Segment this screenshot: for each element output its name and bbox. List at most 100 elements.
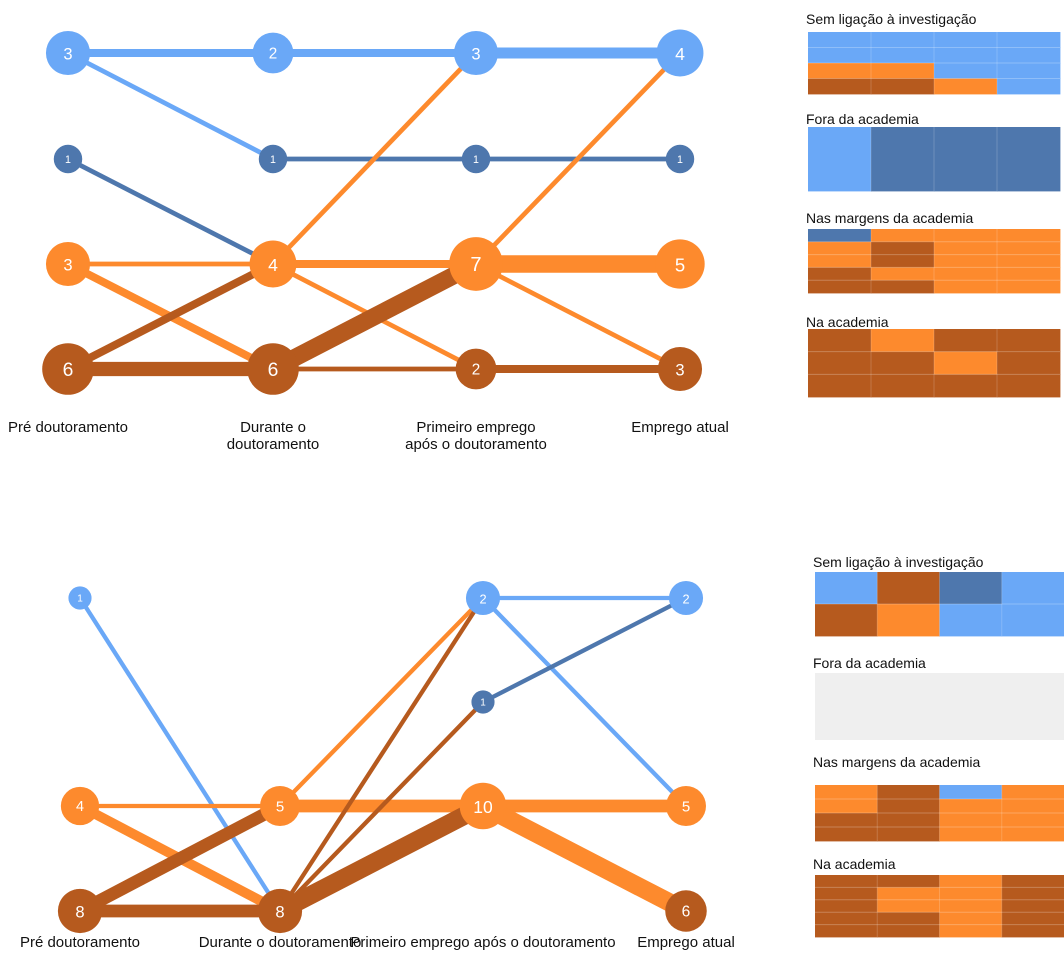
node-circle xyxy=(45,241,91,287)
heatmap-title: Fora da academia xyxy=(806,111,919,127)
stage-node-a0: 3 xyxy=(45,30,91,76)
node-circle xyxy=(655,239,705,289)
heatmap-cell xyxy=(939,924,1003,938)
stage-node-d2: 2 xyxy=(455,348,497,390)
heatmap-cell xyxy=(939,799,1003,814)
node-circle xyxy=(453,30,499,76)
heatmap-cell xyxy=(877,799,940,814)
heatmap-title: Nas margens da academia xyxy=(806,210,974,226)
flow-link-b2-a3 xyxy=(482,596,687,704)
heatmap-title: Sem ligação à investigação xyxy=(813,554,984,570)
heatmap-cell xyxy=(871,374,935,398)
heatmap-cell xyxy=(934,280,998,294)
heatmap-cell xyxy=(877,912,940,925)
stage-label-1: Durante o doutoramento xyxy=(199,934,362,951)
heatmap-cell xyxy=(997,63,1061,79)
stage-labels: Pré doutoramento Durante o doutoramento Pri… xyxy=(8,419,729,453)
heatmap-cell xyxy=(815,799,878,814)
heatmap-cell xyxy=(934,374,998,398)
stage-node-b1: 1 xyxy=(258,144,288,174)
heatmap-cell xyxy=(808,32,872,48)
node-value: 3 xyxy=(63,45,72,64)
heatmap-cell xyxy=(877,604,940,637)
trajectory-panel-phd-group-2: 1 4 8 5 8 2 1 10 2 5 6 Pré doutoramento Durante o d… xyxy=(20,554,1064,951)
node-circle xyxy=(657,346,703,392)
heatmap-cell xyxy=(939,604,1003,637)
heatmap-cell xyxy=(877,572,940,605)
node-circle xyxy=(68,586,92,610)
stage-node-b0: 1 xyxy=(53,144,83,174)
stage-node-d1: 8 xyxy=(257,888,303,934)
stage-node-d3: 3 xyxy=(657,346,703,392)
flow-link-d1-c2 xyxy=(275,797,488,920)
stage-node-a3: 4 xyxy=(656,29,704,77)
node-circle xyxy=(258,144,288,174)
heatmap-cell xyxy=(934,229,998,243)
heatmap-cell xyxy=(871,280,935,294)
node-value: 3 xyxy=(471,45,480,64)
stage-node-b2: 1 xyxy=(471,690,495,714)
node-circle xyxy=(252,32,294,74)
node-circle xyxy=(60,786,100,826)
node-circle xyxy=(656,29,704,77)
stage-label-0: Pré doutoramento xyxy=(8,419,128,436)
stage-node-d0: 6 xyxy=(42,343,94,395)
node-value: 3 xyxy=(675,361,684,380)
heatmap-cell xyxy=(997,229,1061,243)
heatmap-title: Fora da academia xyxy=(813,655,926,671)
node-circle xyxy=(247,343,299,395)
node-value: 6 xyxy=(268,359,279,381)
node-circle xyxy=(455,348,497,390)
heatmap-empty xyxy=(815,673,1064,740)
flow-link-a2-c3 xyxy=(481,596,688,808)
heatmap-cell xyxy=(815,924,878,938)
heatmap-cell xyxy=(808,127,872,192)
node-value: 4 xyxy=(675,44,685,64)
heatmap-cell xyxy=(815,899,878,913)
heatmap-cell xyxy=(808,267,872,281)
heatmap-cell xyxy=(877,875,940,888)
stage-node-c1: 5 xyxy=(260,786,300,826)
node-value: 3 xyxy=(63,256,72,275)
node-value: 4 xyxy=(268,255,278,275)
node-circle xyxy=(665,144,695,174)
flow-link-a0-b1 xyxy=(66,50,275,162)
heatmap-cell xyxy=(1001,912,1064,925)
heatmap-cell xyxy=(815,887,878,901)
heatmap-cell xyxy=(997,127,1061,192)
heatmap-cell xyxy=(1001,785,1064,800)
flow-link-c1-a2 xyxy=(271,51,478,266)
heatmap-cell xyxy=(997,241,1061,255)
node-value: 2 xyxy=(682,592,689,607)
stage-nodes: 3 1 3 6 2 1 4 6 3 1 7 2 4 1 5 3 xyxy=(42,29,705,395)
node-circle xyxy=(465,580,501,616)
category-heatmaps: Sem ligação à investigação Fora da academ… xyxy=(813,554,1064,938)
node-circle xyxy=(449,237,503,291)
heatmap-cell xyxy=(934,63,998,79)
heatmap-cell xyxy=(939,785,1003,800)
heatmap-3: Na academia xyxy=(806,314,1061,398)
flow-link-d1-a2 xyxy=(278,596,485,913)
stage-label-2: Primeiro emprego após o doutoramento xyxy=(350,934,615,951)
stage-node-c2: 10 xyxy=(459,782,507,830)
heatmap-cell xyxy=(1001,799,1064,814)
flow-links xyxy=(66,47,682,377)
node-circle xyxy=(57,888,103,934)
stage-node-b2: 1 xyxy=(461,144,491,174)
heatmap-cell xyxy=(871,254,935,268)
heatmap-cell xyxy=(1001,899,1064,913)
heatmap-cell xyxy=(997,374,1061,398)
node-circle xyxy=(668,580,704,616)
heatmap-cell xyxy=(815,572,878,605)
stage-node-a2: 3 xyxy=(453,30,499,76)
stage-node-c0: 4 xyxy=(60,786,100,826)
node-value: 5 xyxy=(276,799,284,816)
heatmap-cell xyxy=(1001,924,1064,938)
heatmap-cell xyxy=(934,32,998,48)
stage-label-1: Durante o doutoramento xyxy=(227,419,320,453)
heatmap-title: Na academia xyxy=(806,314,889,330)
heatmap-title: Sem ligação à investigação xyxy=(806,11,977,27)
node-value: 7 xyxy=(470,254,481,276)
node-circle xyxy=(461,144,491,174)
heatmap-cell xyxy=(871,127,935,192)
